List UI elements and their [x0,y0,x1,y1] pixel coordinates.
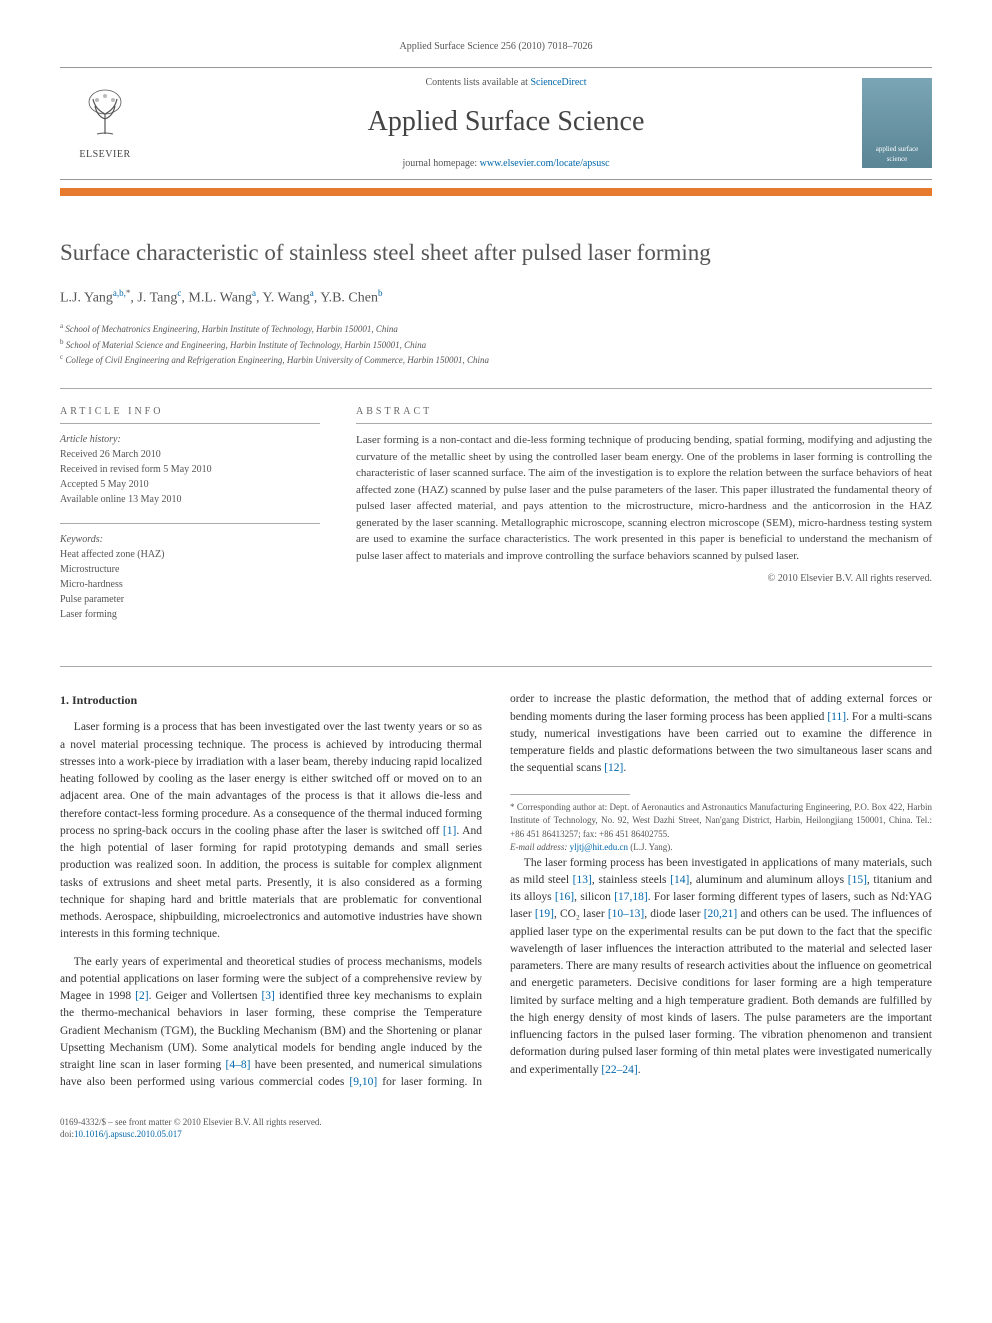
elsevier-tree-logo [75,84,135,144]
author-list: L.J. Yanga,b,*, J. Tangc, M.L. Wanga, Y.… [60,287,932,309]
footnote-separator [510,794,630,795]
author: Y.B. Chen [320,291,378,306]
affiliation: a School of Mechatronics Engineering, Ha… [60,321,932,337]
author-affil: c [177,288,181,298]
article-title: Surface characteristic of stainless stee… [60,236,932,269]
article-history: Article history: Received 26 March 2010 … [60,432,320,507]
citation-link[interactable]: [14] [670,874,689,886]
citation-link[interactable]: [11] [827,711,846,723]
corresponding-star: * [126,288,131,298]
issn-line: 0169-4332/$ – see front matter © 2010 El… [60,1116,932,1129]
citation-link[interactable]: [13] [573,874,592,886]
citation-link[interactable]: [3] [261,990,274,1002]
homepage-link[interactable]: www.elsevier.com/locate/apsusc [480,158,610,169]
citation-link[interactable]: [9,10] [349,1076,377,1088]
sciencedirect-link[interactable]: ScienceDirect [530,77,586,88]
citation-link[interactable]: [20,21] [704,908,738,920]
accent-bar [60,188,932,196]
citation-link[interactable]: [12] [604,762,623,774]
footnotes: * Corresponding author at: Dept. of Aero… [510,801,932,855]
masthead-center: Contents lists available at ScienceDirec… [170,76,842,172]
footer-meta: 0169-4332/$ – see front matter © 2010 El… [60,1116,932,1141]
abstract-heading: ABSTRACT [356,405,932,425]
keywords-block: Keywords: Heat affected zone (HAZ) Micro… [60,523,320,622]
history-item: Received in revised form 5 May 2010 [60,464,212,475]
publisher-block: ELSEVIER [60,84,150,163]
abstract-column: ABSTRACT Laser forming is a non-contact … [356,405,932,639]
contents-line: Contents lists available at ScienceDirec… [170,76,842,91]
keyword: Pulse parameter [60,594,124,605]
keywords-label: Keywords: [60,534,103,545]
body-paragraph: The laser forming process has been inves… [510,855,932,1079]
affiliation: c College of Civil Engineering and Refri… [60,352,932,368]
history-item: Received 26 March 2010 [60,449,161,460]
info-abstract-row: ARTICLE INFO Article history: Received 2… [60,388,932,639]
author-affil: b [378,288,383,298]
citation-link[interactable]: [1] [443,825,456,837]
contents-prefix: Contents lists available at [425,77,530,88]
cover-text: applied surface science [866,144,928,164]
homepage-line: journal homepage: www.elsevier.com/locat… [170,157,842,172]
divider [60,666,932,667]
author: J. Tang [137,291,177,306]
keyword: Heat affected zone (HAZ) [60,549,164,560]
citation-link[interactable]: [10–13] [608,908,644,920]
history-item: Accepted 5 May 2010 [60,479,149,490]
affiliation: b School of Material Science and Enginee… [60,337,932,353]
body-paragraph: Laser forming is a process that has been… [60,719,482,943]
corresponding-footnote: * Corresponding author at: Dept. of Aero… [510,801,932,842]
citation-link[interactable]: [4–8] [226,1059,251,1071]
history-label: Article history: [60,434,121,445]
doi-line: doi:10.1016/j.apsusc.2010.05.017 [60,1128,932,1141]
keyword: Micro-hardness [60,579,123,590]
article-info-heading: ARTICLE INFO [60,405,320,425]
publisher-name: ELSEVIER [79,148,130,163]
abstract-copyright: © 2010 Elsevier B.V. All rights reserved… [356,572,932,587]
article-info-column: ARTICLE INFO Article history: Received 2… [60,405,320,639]
running-head: Applied Surface Science 256 (2010) 7018–… [60,40,932,55]
citation-link[interactable]: [19] [535,908,554,920]
journal-cover-thumbnail: applied surface science [862,78,932,168]
affiliations: a School of Mechatronics Engineering, Ha… [60,321,932,368]
email-footnote: E-mail address: yljtj@hit.edu.cn (L.J. Y… [510,841,932,855]
body-two-column: 1. Introduction Laser forming is a proce… [60,691,932,1091]
keyword: Microstructure [60,564,119,575]
author-affil: a,b, [113,288,126,298]
section-1-heading: 1. Introduction [60,691,482,709]
author: M.L. Wang [188,291,252,306]
citation-link[interactable]: [16] [555,891,574,903]
journal-masthead: ELSEVIER Contents lists available at Sci… [60,67,932,181]
citation-link[interactable]: [2] [135,990,148,1002]
doi-link[interactable]: 10.1016/j.apsusc.2010.05.017 [74,1129,182,1139]
abstract-body: Laser forming is a non-contact and die-l… [356,432,932,564]
author-email-link[interactable]: yljtj@hit.edu.cn [570,842,628,852]
homepage-prefix: journal homepage: [402,158,479,169]
keyword: Laser forming [60,609,117,620]
journal-title: Applied Surface Science [170,102,842,143]
citation-link[interactable]: [22–24] [601,1064,637,1076]
citation-link[interactable]: [15] [848,874,867,886]
author-affil: a [252,288,256,298]
author-affil: a [310,288,314,298]
history-item: Available online 13 May 2010 [60,494,181,505]
author: L.J. Yang [60,291,113,306]
author: Y. Wang [262,291,309,306]
citation-link[interactable]: [17,18] [614,891,648,903]
